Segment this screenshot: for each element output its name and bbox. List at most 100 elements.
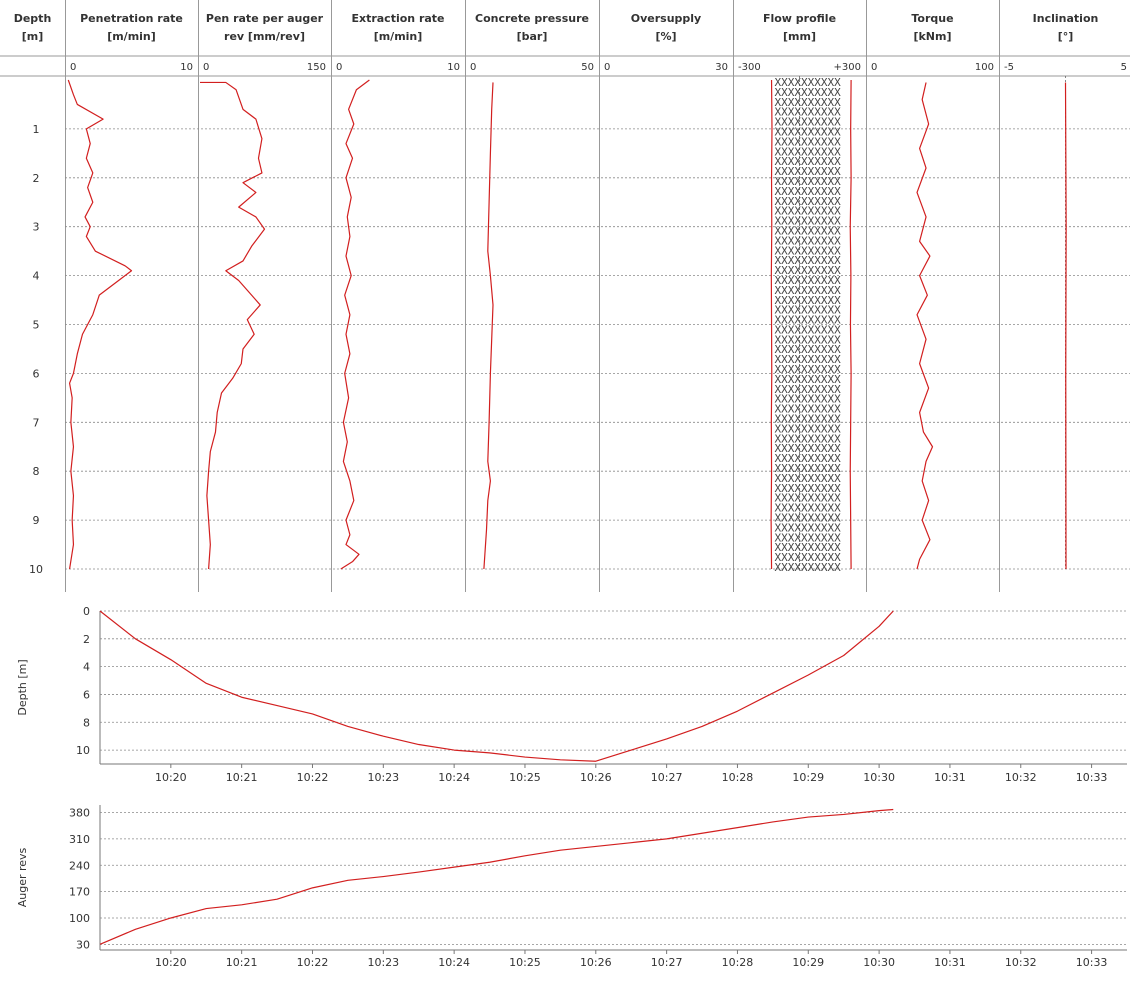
track-scale-max: 30 xyxy=(715,62,728,73)
flow-profile-fill-row: XXXXXXXXXX xyxy=(775,462,842,475)
x-tick-label: 10:20 xyxy=(155,771,187,784)
flow-profile-fill-row: XXXXXXXXXX xyxy=(775,106,842,119)
flow-profile-fill-row: XXXXXXXXXX xyxy=(775,205,842,218)
x-tick-label: 10:33 xyxy=(1076,771,1108,784)
depth-time-panel: 0 2 4 6 8 10 10:20 10:21 10:22 10:23 10:24 10:25 10:… xyxy=(16,605,1127,784)
track-header-unit: rev [mm/rev] xyxy=(224,30,305,43)
track-scale-max: +300 xyxy=(834,62,861,73)
flow-profile-fill-row: XXXXXXXXXX xyxy=(775,195,842,208)
flow-profile-fill-row: XXXXXXXXXX xyxy=(775,521,842,534)
track-scale-max: 10 xyxy=(447,62,460,73)
flow-profile-fill-row: XXXXXXXXXX xyxy=(775,531,842,544)
track-scale-max: 100 xyxy=(975,62,994,73)
flow-profile-fill-row: XXXXXXXXXX xyxy=(775,432,842,445)
flow-profile-fill-row: XXXXXXXXXX xyxy=(775,333,842,346)
track-scale-max: 10 xyxy=(180,62,193,73)
x-tick-label: 10:32 xyxy=(1005,771,1037,784)
flow-profile-left-line xyxy=(770,79,773,570)
y-tick-label: 170 xyxy=(69,886,90,899)
flow-profile-fill-row: XXXXXXXXXX xyxy=(775,373,842,386)
flow-profile-fill-row: XXXXXXXXXX xyxy=(775,502,842,515)
x-tick-label: 10:22 xyxy=(297,956,329,969)
x-tick-label: 10:20 xyxy=(155,956,187,969)
flow-profile-right-line xyxy=(849,79,852,570)
y-tick-label: 6 xyxy=(83,688,90,701)
flow-profile-fill-row: XXXXXXXXXX xyxy=(775,96,842,109)
flow-profile-fill-row: XXXXXXXXXX xyxy=(775,314,842,327)
y-tick-label: 0 xyxy=(83,605,90,618)
flow-profile-fill-row: XXXXXXXXXX xyxy=(775,403,842,416)
track-header-unit: [bar] xyxy=(517,30,548,43)
flow-profile-fill-row: XXXXXXXXXX xyxy=(775,551,842,564)
flow-profile-fill-row: XXXXXXXXXX xyxy=(775,284,842,297)
x-tick-label: 10:23 xyxy=(367,956,399,969)
flow-profile-fill-row: XXXXXXXXXX xyxy=(775,145,842,158)
track-header-unit: [°] xyxy=(1058,30,1074,43)
depth-tick-label: 9 xyxy=(33,514,40,527)
track-scale-max: 5 xyxy=(1121,62,1127,73)
flow-profile-fill-row: XXXXXXXXXX xyxy=(775,541,842,554)
y-tick-label: 2 xyxy=(83,633,90,646)
depth-tick-label: 7 xyxy=(33,416,40,429)
y-tick-label: 10 xyxy=(76,744,90,757)
depth-header-unit: [m] xyxy=(22,30,44,43)
track-header-unit: [mm] xyxy=(783,30,816,43)
x-tick-label: 10:24 xyxy=(438,771,470,784)
x-tick-label: 10:28 xyxy=(722,771,754,784)
x-tick-label: 10:33 xyxy=(1076,956,1108,969)
log-panel: Depth [m] 1 2 3 4 5 6 7 8 9 10 Penetration rate [m/mi… xyxy=(0,0,1130,592)
track-scale-min: 0 xyxy=(336,62,342,73)
x-tick-label: 10:22 xyxy=(297,771,329,784)
x-tick-label: 10:29 xyxy=(792,956,824,969)
flow-profile-fill-row: XXXXXXXXXX xyxy=(775,323,842,336)
track-header-title: Oversupply xyxy=(631,12,701,25)
track-scale-min: 0 xyxy=(70,62,76,73)
auger-revs-panel: 30 100 170 240 310 380 10:20 10:21 10:22 10:23 10:… xyxy=(16,805,1127,969)
flow-profile-fill-row: XXXXXXXXXX xyxy=(775,224,842,237)
x-tick-label: 10:23 xyxy=(367,771,399,784)
track-header-unit: [kNm] xyxy=(913,30,951,43)
x-tick-label: 10:27 xyxy=(651,771,683,784)
y-tick-label: 100 xyxy=(69,912,90,925)
flow-profile-fill-row: XXXXXXXXXX xyxy=(775,175,842,188)
flow-profile-fill-row: XXXXXXXXXX xyxy=(775,304,842,317)
x-tick-label: 10:25 xyxy=(509,771,541,784)
x-tick-label: 10:28 xyxy=(722,956,754,969)
track-scale-min: 0 xyxy=(604,62,610,73)
flow-profile-fill-row: XXXXXXXXXX xyxy=(775,135,842,148)
track-header-title: Inclination xyxy=(1033,12,1099,25)
y-tick-label: 8 xyxy=(83,716,90,729)
depth-tick-label: 8 xyxy=(33,465,40,478)
track-header-unit: [%] xyxy=(655,30,676,43)
flow-profile-fill-row: XXXXXXXXXX xyxy=(775,422,842,435)
flow-profile-fill-row: XXXXXXXXXX xyxy=(775,244,842,257)
track-header-title: Extraction rate xyxy=(351,12,444,25)
track-scale-max: 150 xyxy=(307,62,326,73)
depth-tick-label: 5 xyxy=(33,319,40,332)
flow-profile-fill-row: XXXXXXXXXX xyxy=(775,116,842,129)
y-tick-label: 240 xyxy=(69,859,90,872)
flow-profile-fill-row: XXXXXXXXXX xyxy=(775,165,842,178)
flow-profile-fill-row: XXXXXXXXXX xyxy=(775,393,842,406)
depth-tick-label: 2 xyxy=(33,172,40,185)
track-series-line xyxy=(916,82,934,570)
track-series-line xyxy=(1064,82,1067,570)
flow-profile-fill-row: XXXXXXXXXX xyxy=(775,185,842,198)
x-tick-label: 10:29 xyxy=(792,771,824,784)
flow-profile-fill-row: XXXXXXXXXX xyxy=(775,76,842,89)
flow-profile-fill-row: XXXXXXXXXX xyxy=(775,264,842,277)
y-axis-title: Auger revs xyxy=(16,847,29,907)
flow-profile-fill-row: XXXXXXXXXX xyxy=(775,561,842,574)
track-header-title: Pen rate per auger xyxy=(206,12,324,25)
depth-tick-label: 6 xyxy=(33,367,40,380)
depth-tick-label: 1 xyxy=(33,123,40,136)
flow-profile-fill-row: XXXXXXXXXX xyxy=(775,413,842,426)
x-tick-label: 10:31 xyxy=(934,956,966,969)
flow-profile-fill-row: XXXXXXXXXX xyxy=(775,452,842,465)
y-tick-label: 4 xyxy=(83,661,90,674)
track-scale-max: 50 xyxy=(581,62,594,73)
x-tick-label: 10:26 xyxy=(580,771,612,784)
x-tick-label: 10:30 xyxy=(863,771,895,784)
flow-profile-fill-row: XXXXXXXXXX xyxy=(775,125,842,138)
